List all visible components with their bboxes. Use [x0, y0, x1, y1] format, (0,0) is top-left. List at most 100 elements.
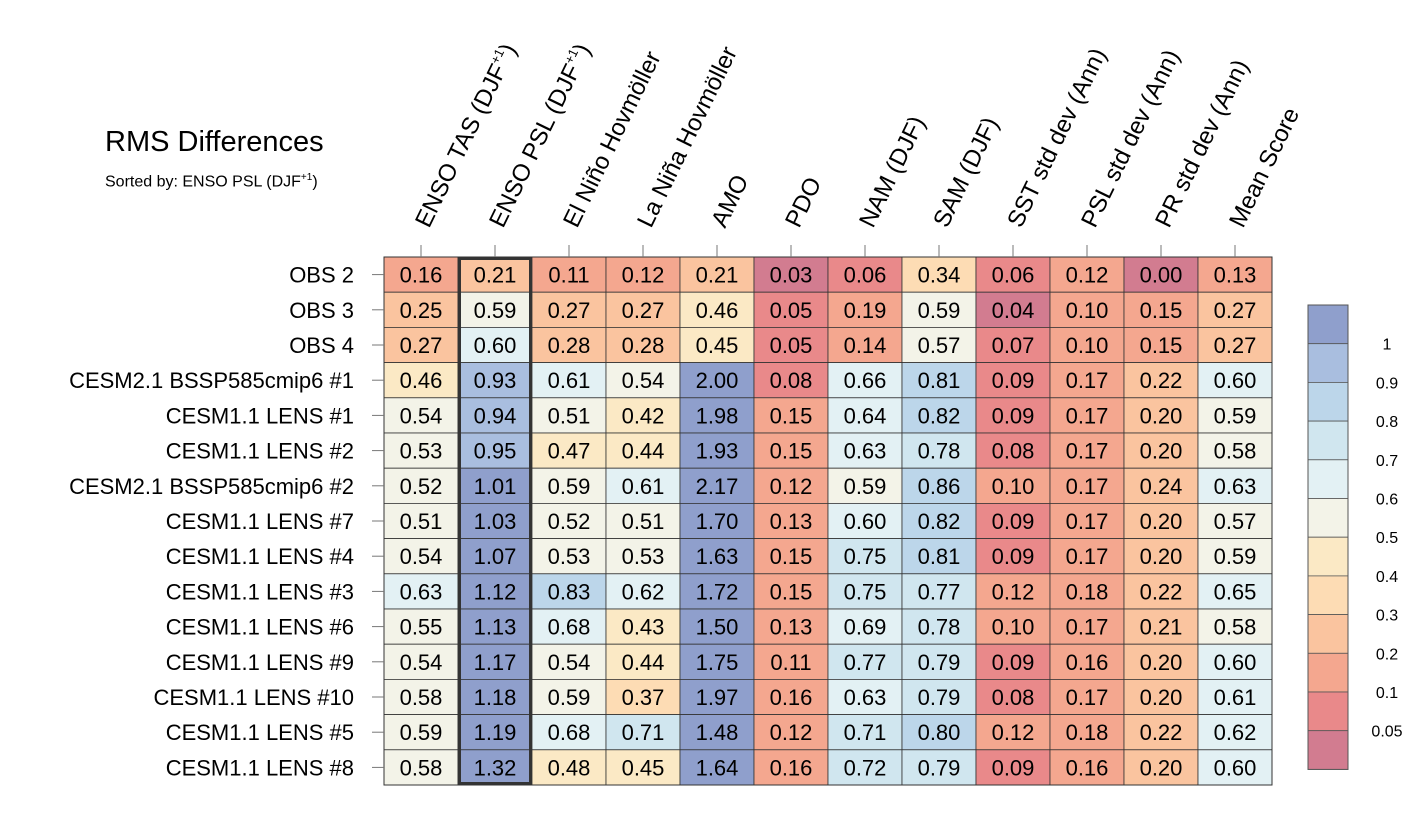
heatmap-cell	[827, 467, 903, 504]
column-label-text: SAM (DJF)	[928, 113, 1004, 231]
cell-value: 0.58	[1214, 439, 1257, 464]
cell-value: 1.97	[696, 685, 739, 710]
cell-value: 0.16	[1066, 755, 1109, 780]
heatmap-cell	[1049, 256, 1125, 293]
heatmap-cell	[605, 538, 681, 575]
heatmap-cell	[457, 397, 533, 434]
cell-value: 2.00	[696, 368, 739, 393]
cell-value: 0.68	[548, 720, 591, 745]
cell-value: 0.54	[400, 544, 443, 569]
cell-value: 0.04	[992, 298, 1035, 323]
cell-value: 1.19	[474, 720, 517, 745]
cell-value: 1.17	[474, 650, 517, 675]
cell-value: 0.08	[992, 685, 1035, 710]
cell-value: 0.58	[400, 755, 443, 780]
row-label: CESM1.1 LENS #6	[166, 615, 354, 640]
cell-value: 0.71	[844, 720, 887, 745]
column-label-text: PDO	[780, 173, 827, 232]
cell-value: 0.17	[1066, 615, 1109, 640]
heatmap-cell	[531, 397, 607, 434]
cell-value: 0.44	[622, 650, 665, 675]
cell-value: 1.98	[696, 403, 739, 428]
heatmap-cell	[827, 432, 903, 469]
cell-value: 1.01	[474, 474, 517, 499]
heatmap-cell	[901, 573, 977, 610]
heatmap-cell	[679, 749, 755, 786]
cell-value: 0.81	[918, 544, 961, 569]
cell-value: 0.59	[1214, 544, 1257, 569]
heatmap-cell	[827, 643, 903, 680]
heatmap-cell	[901, 608, 977, 645]
heatmap-cell	[605, 397, 681, 434]
heatmap-cell	[975, 679, 1051, 716]
heatmap-cell	[1197, 432, 1273, 469]
colorbar-swatch	[1307, 536, 1349, 577]
heatmap-cell	[679, 432, 755, 469]
heatmap-cell	[679, 326, 755, 363]
cell-value: 0.15	[1140, 333, 1183, 358]
heatmap-cell	[1123, 256, 1199, 293]
cell-value: 0.60	[844, 509, 887, 534]
cell-value: 1.70	[696, 509, 739, 534]
cell-value: 0.75	[844, 544, 887, 569]
cell-value: 0.61	[1214, 685, 1257, 710]
heatmap-cell	[1197, 467, 1273, 504]
heatmap-cell	[975, 326, 1051, 363]
cell-value: 0.20	[1140, 403, 1183, 428]
heatmap-cell	[531, 749, 607, 786]
row-label: CESM1.1 LENS #2	[166, 439, 354, 464]
colorbar-swatch	[1307, 304, 1349, 345]
row-label: CESM1.1 LENS #1	[166, 403, 354, 428]
row-label: CESM2.1 BSSP585cmip6 #1	[69, 368, 354, 393]
heatmap-cell	[1123, 326, 1199, 363]
colorbar-tick-label: 0.5	[1376, 530, 1398, 547]
cell-value: 0.20	[1140, 544, 1183, 569]
cell-value: 0.15	[770, 403, 813, 428]
cell-value: 0.20	[1140, 755, 1183, 780]
colorbar-swatch	[1307, 730, 1349, 770]
cell-value: 0.09	[992, 650, 1035, 675]
heatmap-cell	[679, 714, 755, 751]
cell-value: 0.63	[400, 579, 443, 604]
cell-value: 0.18	[1066, 720, 1109, 745]
heatmap-cell	[975, 397, 1051, 434]
cell-value: 0.17	[1066, 368, 1109, 393]
row-label: CESM1.1 LENS #8	[166, 755, 354, 780]
colorbar-tick-label: 0.2	[1376, 646, 1398, 663]
heatmap-cell	[753, 749, 829, 786]
cell-value: 0.54	[622, 368, 665, 393]
cell-value: 0.48	[548, 755, 591, 780]
cell-value: 0.59	[474, 298, 517, 323]
cell-value: 0.45	[696, 333, 739, 358]
cell-value: 0.51	[622, 509, 665, 534]
cell-value: 0.51	[548, 403, 591, 428]
heatmap-cell	[1197, 538, 1273, 575]
cell-value: 0.21	[474, 263, 517, 288]
cell-value: 0.17	[1066, 509, 1109, 534]
cell-value: 0.59	[844, 474, 887, 499]
heatmap-cell	[457, 326, 533, 363]
cell-value: 0.21	[696, 263, 739, 288]
cell-value: 0.20	[1140, 439, 1183, 464]
cell-value: 0.77	[844, 650, 887, 675]
heatmap-cell	[679, 256, 755, 293]
heatmap-cell	[605, 643, 681, 680]
cell-value: 0.62	[1214, 720, 1257, 745]
cell-value: 0.16	[770, 685, 813, 710]
cell-value: 0.09	[992, 368, 1035, 393]
heatmap-cell	[753, 432, 829, 469]
cell-value: 0.43	[622, 615, 665, 640]
heatmap-cell	[1049, 679, 1125, 716]
heatmap-cell	[457, 643, 533, 680]
colorbar-tick-label: 0.3	[1376, 608, 1398, 625]
heatmap-cell	[1049, 714, 1125, 751]
cell-value: 0.10	[1066, 298, 1109, 323]
cell-value: 0.60	[474, 333, 517, 358]
cell-value: 0.79	[918, 650, 961, 675]
cell-value: 0.79	[918, 755, 961, 780]
row-label: CESM1.1 LENS #5	[166, 720, 354, 745]
colorbar-swatch	[1307, 343, 1349, 383]
cell-value: 0.12	[992, 579, 1035, 604]
heatmap-cell	[1049, 573, 1125, 610]
